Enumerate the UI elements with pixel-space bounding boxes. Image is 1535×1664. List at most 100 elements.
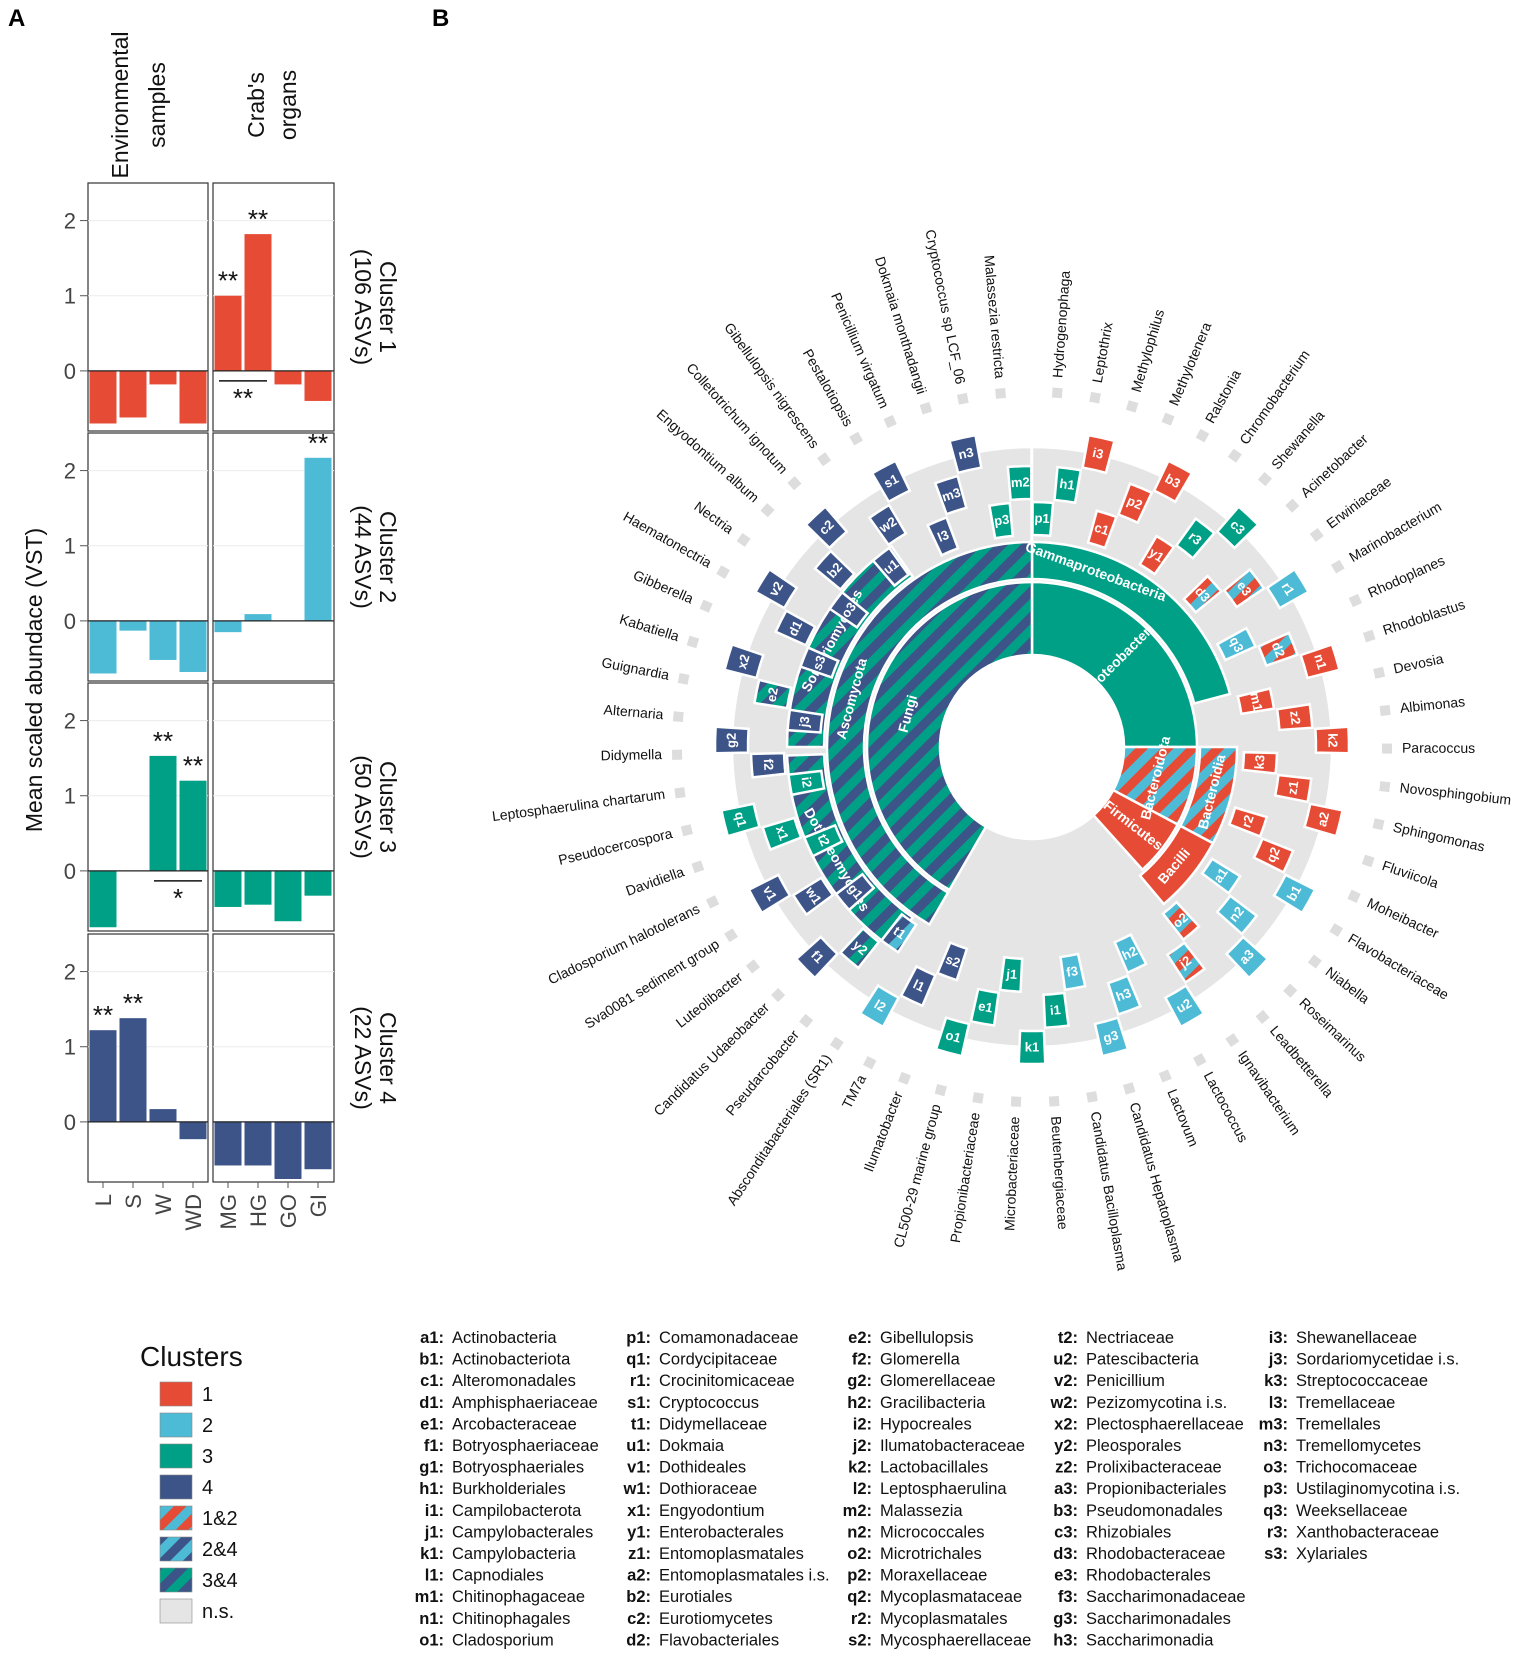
order-wedge-y1 xyxy=(1138,534,1176,576)
key-name: Actinobacteria xyxy=(452,1329,557,1347)
bar-env-3 xyxy=(179,370,207,424)
facet-row-strip: (106 ASVs) xyxy=(350,249,376,365)
key-name: Alteromonadales xyxy=(452,1372,576,1390)
order-wedge-l2 xyxy=(858,983,901,1029)
order-code-n3: n3 xyxy=(957,444,975,462)
key-name: Xanthobacteraceae xyxy=(1296,1523,1439,1541)
genus-stub xyxy=(898,1071,911,1085)
key-name: Cladosporium xyxy=(452,1631,554,1649)
genus-stub xyxy=(736,532,751,547)
order-wedge-r1 xyxy=(1265,567,1311,610)
key-name: Dothioraceae xyxy=(659,1480,757,1498)
key-name: Chitinophagaceae xyxy=(452,1588,585,1606)
significance-stars: ** xyxy=(183,751,203,781)
order-wedge-u1 xyxy=(871,546,911,588)
order-code-s3: s3 xyxy=(809,653,828,672)
genus-stub xyxy=(1125,400,1139,413)
legend-swatch xyxy=(159,1474,193,1500)
genus-stub xyxy=(760,503,775,518)
order-code-e2: e2 xyxy=(763,686,781,703)
x-tick-label-env: L xyxy=(91,1194,116,1206)
bar-org-2 xyxy=(274,370,302,385)
genus-label: Leptothrix xyxy=(1089,321,1116,384)
order-wedge-h3 xyxy=(1106,974,1142,1017)
bar-env-0 xyxy=(89,620,117,674)
order-code-q3: q3 xyxy=(1227,634,1247,654)
bar-org-2 xyxy=(274,1121,302,1179)
key-code: c2: xyxy=(627,1610,651,1628)
order-wedge-a1 xyxy=(1200,857,1242,895)
genus-stub xyxy=(1361,854,1375,868)
bar-env-3 xyxy=(179,620,207,672)
key-code: b1: xyxy=(419,1351,444,1369)
order-code-g2: g2 xyxy=(723,733,738,749)
genus-label: TM7a xyxy=(839,1072,870,1111)
order-wedge-z2 xyxy=(1275,702,1314,732)
order-code-e1: e1 xyxy=(977,998,994,1015)
genus-stub xyxy=(1195,428,1210,443)
key-name: Dothideales xyxy=(659,1459,746,1477)
order-code-m2: m2 xyxy=(1011,474,1030,490)
genus-stub xyxy=(849,431,863,446)
x-tick-label-org: GO xyxy=(276,1194,301,1228)
genus-stub xyxy=(1348,593,1362,608)
genus-stub xyxy=(829,1036,844,1051)
key-name: Saccharimonadales xyxy=(1086,1610,1231,1628)
order-wedge-l3 xyxy=(925,515,960,557)
order-wedge-n2 xyxy=(1215,894,1259,936)
class-wedge-2 xyxy=(1138,824,1215,906)
key-name: Malassezia xyxy=(880,1502,963,1520)
key-name: Entomoplasmatales xyxy=(659,1545,804,1563)
order-code-g1: g1 xyxy=(845,881,866,902)
key-code: y2: xyxy=(1054,1437,1078,1455)
order-wedge-c2 xyxy=(804,504,849,550)
key-name: Moraxellaceae xyxy=(880,1567,987,1585)
genus-label: Davidiella xyxy=(624,863,687,899)
bar-env-0 xyxy=(89,370,117,424)
key-name: Rhizobiales xyxy=(1086,1523,1171,1541)
order-wedge-m3 xyxy=(933,474,968,516)
genus-stub xyxy=(1255,1009,1270,1024)
genus-label: Moheibacter xyxy=(1365,894,1442,941)
key-code: u2: xyxy=(1053,1351,1078,1369)
key-name: Flavobacteriales xyxy=(659,1631,779,1649)
facet-col-strip-0: Environmental xyxy=(107,31,133,178)
order-wedge-o3 xyxy=(828,590,870,630)
genus-label: Erwiniaceae xyxy=(1323,473,1394,532)
order-wedge-q1 xyxy=(719,802,762,838)
order-wedge-s1 xyxy=(870,459,912,504)
order-wedge-k1 xyxy=(1017,1029,1047,1066)
genus-stub xyxy=(1010,1096,1022,1107)
key-code: i3: xyxy=(1269,1329,1288,1347)
genus-label: Alternaria xyxy=(603,701,664,722)
key-name: Saccharimonadia xyxy=(1086,1631,1214,1649)
key-code: f1: xyxy=(424,1437,444,1455)
key-code: p3: xyxy=(1263,1480,1288,1498)
order-code-z2: z2 xyxy=(1287,710,1303,725)
order-code-i3: i3 xyxy=(1091,445,1105,462)
y-axis-label: Mean scaled abundace (VST) xyxy=(21,528,47,832)
key-code: m3: xyxy=(1259,1415,1288,1433)
genus-label: Beutenbergiaceae xyxy=(1048,1116,1071,1231)
key-name: Gibellulopsis xyxy=(880,1329,974,1347)
key-code: n3: xyxy=(1263,1437,1288,1455)
key-name: Eurotiomycetes xyxy=(659,1610,773,1628)
key-code: c3: xyxy=(1054,1523,1078,1541)
key-name: Patescibacteria xyxy=(1086,1351,1200,1369)
genus-stub xyxy=(1309,527,1324,542)
genus-label: Niabella xyxy=(1323,963,1373,1006)
order-code-x1: x1 xyxy=(773,824,792,843)
key-name: Hypocreales xyxy=(880,1415,972,1433)
order-wedge-f1 xyxy=(794,935,840,980)
facet-row-strip: Cluster 4 xyxy=(375,1012,401,1104)
genus-label: Microbacteriaceae xyxy=(1001,1116,1022,1231)
legend-swatch xyxy=(159,1412,193,1438)
order-code-t2: t2 xyxy=(815,832,833,849)
key-code: o2: xyxy=(847,1545,872,1563)
legend-title: Clusters xyxy=(140,1341,243,1372)
key-name: Glomerella xyxy=(880,1351,961,1369)
key-code: u1: xyxy=(626,1437,651,1455)
order-wedge-f3 xyxy=(1059,952,1087,992)
genus-stub xyxy=(686,635,700,649)
x-tick-label-env: W xyxy=(151,1194,176,1215)
